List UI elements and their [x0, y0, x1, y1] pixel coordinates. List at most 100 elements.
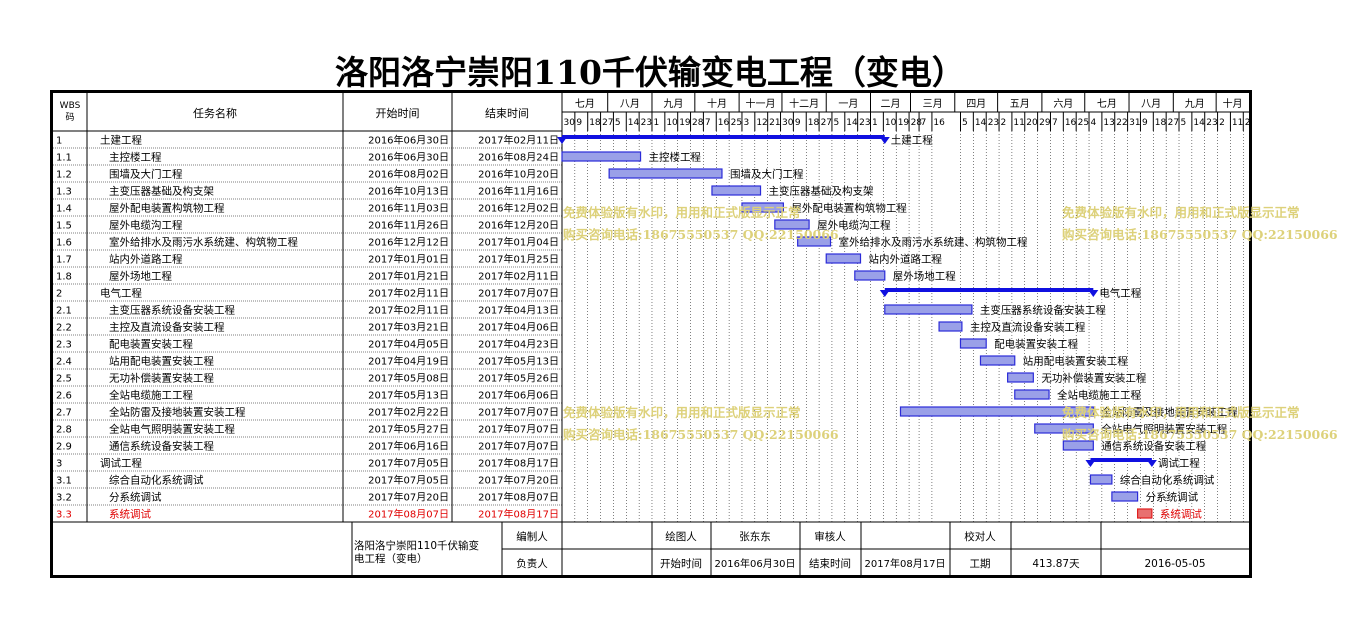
- task-wbs: 2.5: [56, 374, 72, 385]
- footer-duration-label: 工期: [970, 558, 991, 570]
- task-name: 主变压器基础及构支架: [109, 185, 214, 198]
- summary-start-marker: [557, 137, 567, 144]
- watermark-line1: 免费体验版有水印，用用和正式版显示正常: [1062, 405, 1300, 420]
- task-start: 2017年05月08日: [368, 372, 449, 385]
- tick-label: 29: [1039, 118, 1051, 128]
- task-wbs: 2: [56, 289, 62, 300]
- month-label: 二月: [881, 98, 901, 110]
- watermark-line2: 购买咨询电话:18675550537 QQ:22150066: [563, 227, 839, 242]
- tick-label: 25: [1078, 118, 1089, 128]
- bar-label: 系统调试: [1160, 508, 1202, 521]
- task-start: 2016年12月12日: [368, 236, 449, 249]
- summary-end-marker: [1146, 460, 1157, 467]
- task-wbs: 2.2: [56, 323, 72, 334]
- bar-label: 全站防雷及接地装置安装工程: [1101, 406, 1238, 419]
- task-name: 电气工程: [100, 287, 142, 300]
- tick-label: 1: [653, 118, 659, 128]
- watermark-line2: 购买咨询电话:18675550537 QQ:22150066: [563, 427, 839, 442]
- tick-label: 14: [975, 118, 987, 128]
- task-bar: [797, 236, 832, 247]
- task-name: 主控楼工程: [109, 151, 162, 164]
- task-bar: [1136, 508, 1153, 519]
- watermark-line1: 免费体验版有水印，用用和正式版显示正常: [563, 405, 801, 420]
- tick-label: 19: [679, 118, 691, 128]
- task-name: 屋外场地工程: [109, 270, 172, 283]
- tick-label: 30: [564, 118, 576, 128]
- task-name: 无功补偿装置安装工程: [109, 372, 214, 385]
- month-label: 七月: [1097, 98, 1117, 110]
- footer-date: 2016-05-05: [1144, 558, 1205, 570]
- tick-label: 19: [898, 118, 910, 128]
- tick-label: 18: [589, 118, 601, 128]
- task-start: 2016年06月30日: [368, 151, 449, 164]
- task-bar: [959, 338, 987, 349]
- task-end: 2017年07月07日: [478, 406, 559, 419]
- task-bar: [1111, 491, 1139, 502]
- task-wbs: 3.2: [56, 493, 72, 504]
- summary-end-marker: [1088, 290, 1099, 297]
- tick-label: 16: [1065, 118, 1077, 128]
- tick-label: 2: [1219, 118, 1225, 128]
- tick-label: 20: [1026, 118, 1038, 128]
- watermark-line1: 免费体验版有水印，用用和正式版显示正常: [1062, 205, 1300, 220]
- tick-label: 9: [795, 118, 801, 128]
- task-end: 2017年08月17日: [478, 457, 559, 470]
- tick-label: 31: [1129, 118, 1140, 128]
- watermark: 免费体验版有水印，用用和正式版显示正常 购买咨询电话:18675550537 Q…: [1062, 202, 1338, 243]
- bar-label: 站内外道路工程: [869, 253, 943, 266]
- task-name: 调试工程: [100, 458, 142, 470]
- summary-bar: [1090, 458, 1152, 462]
- month-label: 十一月: [746, 97, 776, 110]
- watermark: 免费体验版有水印，用用和正式版显示正常 购买咨询电话:18675550537 Q…: [563, 402, 839, 443]
- bar-label: 主变压器基础及构支架: [769, 185, 874, 198]
- tick-label: 23: [859, 118, 870, 128]
- footer-project: 电工程（变电）: [354, 552, 428, 565]
- bar-label: 电气工程: [1099, 287, 1141, 300]
- bar-label: 土建工程: [891, 134, 933, 147]
- tick-label: 10: [666, 118, 678, 128]
- bar-label: 无功补偿装置安装工程: [1041, 372, 1146, 385]
- task-start: 2017年01月01日: [368, 253, 449, 266]
- bar-label: 通信系统设备安装工程: [1101, 440, 1206, 453]
- tick-label: 18: [808, 118, 820, 128]
- tick-label: 12: [756, 118, 767, 128]
- bar-label: 主变压器系统设备安装工程: [980, 304, 1106, 317]
- task-start: 2016年11月26日: [368, 219, 449, 232]
- task-wbs: 1.7: [56, 255, 72, 266]
- task-wbs: 3: [56, 459, 62, 470]
- tick-label: 5: [962, 118, 968, 128]
- task-name: 系统调试: [109, 508, 151, 521]
- task-end: 2016年12月20日: [478, 219, 559, 232]
- bar-label: 全站电气照明装置安装工程: [1101, 423, 1227, 436]
- task-bar: [1089, 474, 1113, 485]
- task-end: 2017年01月25日: [478, 253, 559, 266]
- tick-label: 11: [1013, 118, 1024, 128]
- task-name: 站用配电装置安装工程: [109, 355, 214, 368]
- footer-start-label: 开始时间: [660, 557, 702, 570]
- task-end: 2016年10月20日: [478, 168, 559, 181]
- watermark: 免费体验版有水印，用用和正式版显示正常 购买咨询电话:18675550537 Q…: [1062, 402, 1338, 443]
- tick-label: 5: [615, 118, 621, 128]
- task-bar: [1007, 372, 1034, 383]
- footer-drawer: 张东东: [739, 530, 771, 543]
- footer-drawer-label: 绘图人: [665, 530, 697, 543]
- task-end: 2017年02月11日: [478, 134, 559, 147]
- header-wbs: 码: [65, 112, 74, 123]
- task-bar: [608, 168, 723, 179]
- task-name: 全站防雷及接地装置安装工程: [109, 406, 246, 419]
- tick-label: 7: [921, 118, 927, 128]
- tick-label: 30: [782, 118, 794, 128]
- task-start: 2017年08月07日: [368, 508, 449, 521]
- task-bar: [884, 304, 973, 315]
- month-label: 七月: [575, 98, 595, 110]
- task-wbs: 1.6: [56, 238, 72, 249]
- task-wbs: 1.8: [56, 272, 72, 283]
- footer-editor-label: 编制人: [516, 530, 548, 543]
- task-bar: [741, 202, 784, 213]
- task-name: 通信系统设备安装工程: [109, 440, 214, 453]
- header-start: 开始时间: [376, 106, 420, 120]
- task-start: 2017年05月13日: [368, 389, 449, 402]
- footer-start: 2016年06月30日: [715, 557, 796, 570]
- task-start: 2017年05月27日: [368, 423, 449, 436]
